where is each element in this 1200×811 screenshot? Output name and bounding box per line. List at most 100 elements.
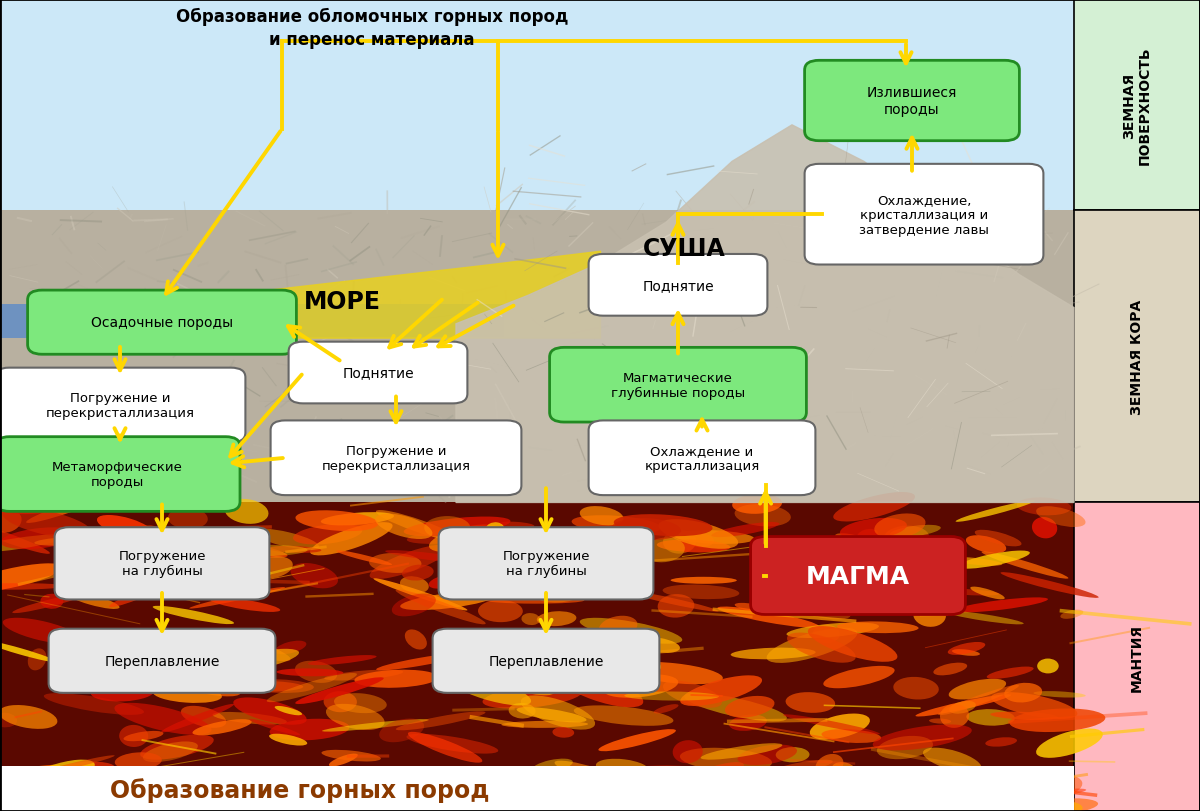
- Ellipse shape: [504, 576, 553, 590]
- Text: Погружение и
перекристаллизация: Погружение и перекристаллизация: [322, 444, 470, 472]
- Ellipse shape: [509, 703, 535, 719]
- FancyBboxPatch shape: [271, 421, 521, 496]
- Ellipse shape: [373, 578, 468, 611]
- Ellipse shape: [538, 591, 577, 603]
- Bar: [1074, 211, 1200, 503]
- FancyBboxPatch shape: [28, 291, 296, 355]
- Ellipse shape: [252, 529, 319, 550]
- Ellipse shape: [400, 577, 428, 594]
- Ellipse shape: [662, 585, 739, 599]
- Ellipse shape: [581, 647, 606, 663]
- Ellipse shape: [662, 681, 722, 708]
- Ellipse shape: [938, 685, 1019, 715]
- Ellipse shape: [966, 710, 1015, 726]
- Ellipse shape: [222, 794, 312, 811]
- Ellipse shape: [629, 783, 702, 811]
- Text: Погружение
на глубины: Погружение на глубины: [503, 550, 589, 577]
- Ellipse shape: [161, 704, 234, 732]
- Ellipse shape: [502, 721, 588, 728]
- Ellipse shape: [599, 616, 637, 638]
- Text: Погружение и
перекристаллизация: Погружение и перекристаллизация: [46, 392, 194, 419]
- Ellipse shape: [114, 703, 211, 735]
- Ellipse shape: [990, 712, 1057, 720]
- FancyBboxPatch shape: [0, 437, 240, 512]
- Ellipse shape: [481, 636, 538, 647]
- Ellipse shape: [211, 680, 304, 692]
- Ellipse shape: [812, 625, 840, 643]
- Ellipse shape: [486, 783, 593, 797]
- Ellipse shape: [109, 587, 158, 607]
- Ellipse shape: [336, 768, 431, 790]
- Ellipse shape: [638, 800, 677, 811]
- Ellipse shape: [732, 495, 782, 514]
- Ellipse shape: [143, 741, 198, 762]
- Ellipse shape: [98, 633, 168, 656]
- Ellipse shape: [823, 666, 895, 689]
- Ellipse shape: [522, 613, 540, 625]
- FancyBboxPatch shape: [805, 62, 1019, 141]
- Ellipse shape: [115, 753, 162, 770]
- FancyBboxPatch shape: [588, 255, 768, 316]
- Ellipse shape: [250, 719, 300, 736]
- Ellipse shape: [224, 500, 269, 524]
- Ellipse shape: [12, 594, 84, 613]
- Ellipse shape: [200, 569, 271, 582]
- Ellipse shape: [786, 623, 878, 638]
- Ellipse shape: [208, 549, 262, 576]
- Ellipse shape: [536, 577, 580, 594]
- Text: Образование обломочных горных пород
и перенос материала: Образование обломочных горных пород и пе…: [176, 7, 568, 49]
- Ellipse shape: [730, 714, 767, 731]
- Ellipse shape: [574, 706, 673, 726]
- Text: ЗЕМНАЯ КОРА: ЗЕМНАЯ КОРА: [1130, 299, 1144, 414]
- Ellipse shape: [220, 635, 290, 662]
- Ellipse shape: [815, 754, 844, 777]
- Ellipse shape: [697, 779, 764, 794]
- Text: МАГМА: МАГМА: [806, 564, 910, 588]
- Ellipse shape: [875, 514, 925, 539]
- Text: Образование горных пород: Образование горных пород: [110, 778, 490, 802]
- Ellipse shape: [934, 663, 967, 676]
- Ellipse shape: [832, 762, 856, 775]
- Ellipse shape: [997, 788, 1086, 802]
- FancyBboxPatch shape: [550, 348, 806, 423]
- Ellipse shape: [812, 539, 901, 560]
- Ellipse shape: [787, 633, 856, 663]
- Ellipse shape: [385, 551, 479, 564]
- Ellipse shape: [192, 719, 252, 736]
- Ellipse shape: [612, 518, 680, 540]
- Ellipse shape: [152, 572, 248, 588]
- Ellipse shape: [354, 670, 438, 688]
- FancyBboxPatch shape: [49, 629, 276, 693]
- Ellipse shape: [396, 590, 486, 624]
- Ellipse shape: [756, 800, 834, 809]
- Ellipse shape: [270, 719, 349, 740]
- Ellipse shape: [370, 553, 421, 573]
- Ellipse shape: [572, 654, 650, 686]
- Ellipse shape: [732, 794, 834, 811]
- Ellipse shape: [103, 655, 190, 663]
- Ellipse shape: [656, 540, 731, 553]
- Ellipse shape: [2, 508, 92, 539]
- Ellipse shape: [929, 719, 952, 723]
- Ellipse shape: [956, 775, 1015, 791]
- FancyBboxPatch shape: [439, 528, 653, 600]
- Ellipse shape: [0, 713, 17, 727]
- Text: Излившиеся
породы: Излившиеся породы: [866, 86, 958, 117]
- Ellipse shape: [119, 725, 149, 747]
- Ellipse shape: [949, 679, 1006, 700]
- Ellipse shape: [349, 785, 367, 795]
- Ellipse shape: [948, 642, 985, 655]
- Ellipse shape: [762, 803, 787, 811]
- Ellipse shape: [0, 775, 64, 789]
- Ellipse shape: [1009, 709, 1105, 732]
- Ellipse shape: [877, 736, 934, 759]
- Ellipse shape: [659, 520, 738, 549]
- Ellipse shape: [529, 567, 605, 599]
- Ellipse shape: [641, 788, 708, 810]
- Bar: [0, 211, 1074, 503]
- Ellipse shape: [812, 591, 847, 607]
- Ellipse shape: [376, 510, 460, 542]
- Ellipse shape: [624, 662, 722, 684]
- Ellipse shape: [0, 534, 68, 553]
- Ellipse shape: [517, 707, 587, 723]
